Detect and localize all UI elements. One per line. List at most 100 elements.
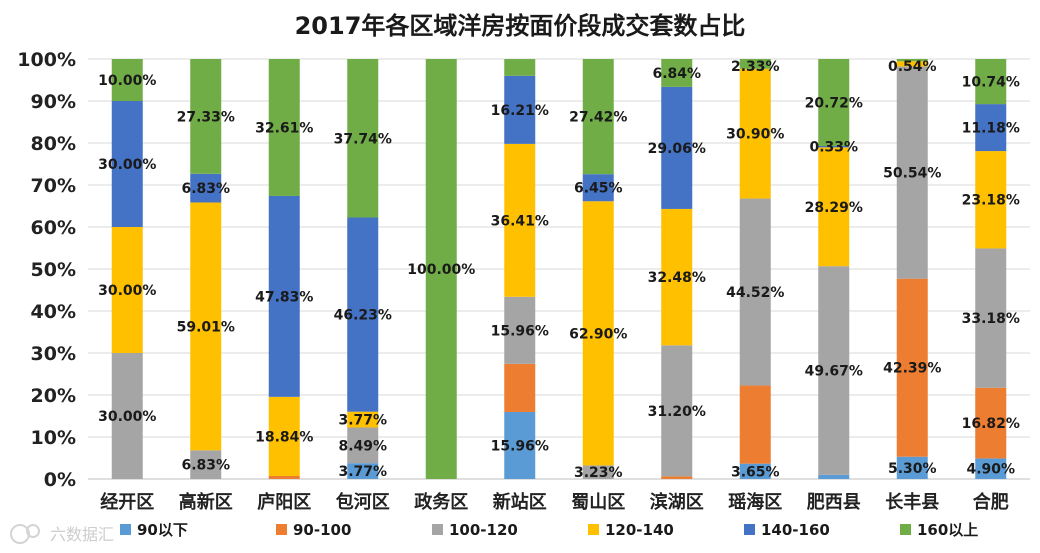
data-label: 30.90% <box>726 127 784 143</box>
bars <box>111 59 1007 479</box>
data-label: 59.01% <box>177 319 235 335</box>
bar-segment <box>896 66 928 279</box>
bar-segment <box>111 59 143 101</box>
legend: 90以下 90-100 100-120 120-140 140-160 160以上 <box>120 521 978 539</box>
bar-segment <box>661 86 693 209</box>
x-tick-label: 肥西县 <box>806 492 861 513</box>
bar-segment <box>661 345 693 477</box>
data-label: 15.96% <box>491 438 549 454</box>
legend-label: 160以上 <box>917 521 978 539</box>
data-label: 5.30% <box>888 461 937 477</box>
y-axis: 0% 10% 20% 30% 40% 50% 60% 70% 80% 90% 100% <box>17 49 76 491</box>
bar-segment <box>268 195 300 397</box>
bar-segment <box>739 463 771 479</box>
bar-segment <box>582 465 614 479</box>
data-label: 37.74% <box>334 131 392 147</box>
y-tick-label: 0% <box>44 469 76 491</box>
x-tick-label: 蜀山区 <box>571 492 625 513</box>
x-axis: 经开区 高新区 庐阳区 包河区 政务区 新站区 蜀山区 滨湖区 瑶海区 肥西县 长丰县 合肥 <box>100 491 1009 513</box>
data-label: 30.00% <box>98 157 156 173</box>
watermark: 六数据汇 <box>10 524 114 544</box>
data-label: 3.23% <box>574 465 623 481</box>
data-label: 6.83% <box>181 181 230 197</box>
bar-segment <box>975 59 1007 105</box>
y-tick-label: 50% <box>31 259 76 281</box>
data-label: 15.96% <box>491 323 549 339</box>
y-tick-label: 100% <box>17 49 76 71</box>
data-label: 30.00% <box>98 283 156 299</box>
bar-segment <box>661 476 693 479</box>
chart-title: 2017年各区域洋房按面价段成交套数占比 <box>295 12 746 40</box>
legend-label: 100-120 <box>449 521 518 539</box>
bar-segment <box>975 387 1007 459</box>
data-label: 3.77% <box>338 464 387 480</box>
data-label: 8.49% <box>338 438 387 454</box>
legend-swatch <box>276 524 287 535</box>
data-labels: 30.00% 30.00% 30.00% 10.00% 6.83% 59.01% 6.83%… <box>98 59 1020 481</box>
bar-segment <box>896 59 928 62</box>
data-label: 28.29% <box>805 200 863 216</box>
legend-swatch <box>432 524 443 535</box>
bar-segment <box>975 104 1007 152</box>
data-label: 42.39% <box>883 361 941 377</box>
data-label: 10.00% <box>98 73 156 89</box>
bar-segment <box>896 278 928 457</box>
legend-label: 90以下 <box>137 521 188 539</box>
bar-segment <box>582 59 614 175</box>
x-tick-label: 长丰县 <box>885 491 939 513</box>
legend-swatch <box>744 524 755 535</box>
y-tick-label: 60% <box>31 217 76 239</box>
bar-segment <box>190 173 222 203</box>
data-label: 16.21% <box>491 103 549 119</box>
data-label: 29.06% <box>648 141 706 157</box>
bar-segment <box>739 68 771 199</box>
data-label: 33.18% <box>962 311 1020 327</box>
bar-segment <box>347 217 379 412</box>
data-label: 32.61% <box>255 120 313 136</box>
bar-segment <box>504 296 536 364</box>
bar-segment <box>739 385 771 464</box>
y-tick-label: 20% <box>31 385 76 407</box>
bar-segment <box>896 61 928 67</box>
data-label: 10.74% <box>962 75 1020 91</box>
bar-segment <box>818 145 850 148</box>
x-tick-label: 庐阳区 <box>257 491 311 513</box>
legend-label: 120-140 <box>605 521 674 539</box>
bar-segment <box>425 59 457 479</box>
gridlines <box>88 58 1030 480</box>
data-label: 44.52% <box>726 285 784 301</box>
data-label: 6.83% <box>181 458 230 474</box>
bar-segment <box>818 59 850 146</box>
x-tick-label: 滨湖区 <box>650 491 704 513</box>
data-label: 0.33% <box>809 140 858 156</box>
bar-segment <box>818 266 850 475</box>
data-label: 50.54% <box>883 166 941 182</box>
bar-segment <box>739 59 771 69</box>
data-label: 27.42% <box>569 110 627 126</box>
watermark-logo-icon <box>10 524 40 544</box>
bar-segment <box>661 59 693 87</box>
data-label: 6.84% <box>652 66 701 82</box>
bar-segment <box>347 59 379 218</box>
x-tick-label: 政务区 <box>414 491 468 513</box>
data-label: 18.84% <box>255 429 313 445</box>
data-label: 47.83% <box>255 289 313 305</box>
data-label: 2.33% <box>731 59 780 75</box>
bar-segment <box>111 227 143 353</box>
data-label: 36.41% <box>491 213 549 229</box>
data-label: 30.00% <box>98 409 156 425</box>
bar-segment <box>347 427 379 464</box>
bar-segment <box>739 198 771 386</box>
data-label: 6.45% <box>574 181 623 197</box>
x-tick-label: 经开区 <box>100 491 154 513</box>
data-label: 23.18% <box>962 193 1020 209</box>
bar-segment <box>268 59 300 196</box>
legend-label: 90-100 <box>293 521 351 539</box>
data-label: 3.77% <box>338 413 387 429</box>
data-label: 0.54% <box>888 59 937 75</box>
data-label: 3.65% <box>731 464 780 480</box>
y-tick-label: 10% <box>31 427 76 449</box>
bar-segment <box>190 450 222 479</box>
bar-segment <box>190 202 222 451</box>
legend-swatch <box>120 524 131 535</box>
